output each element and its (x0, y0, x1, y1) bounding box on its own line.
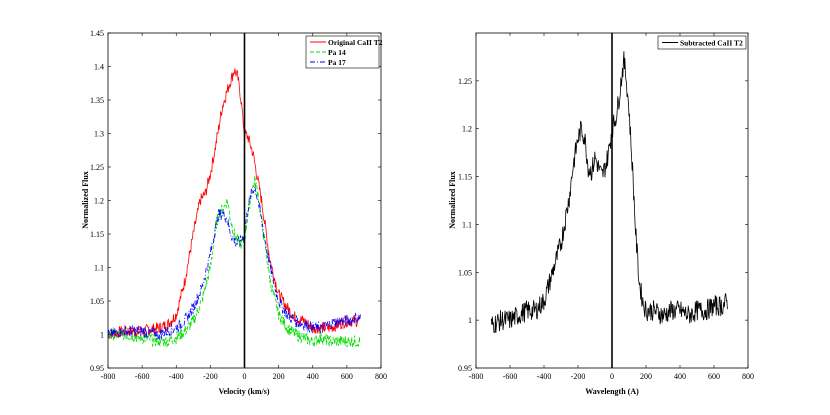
legend-label-pa17: Pa 17 (328, 58, 346, 67)
legend-label-pa14: Pa 14 (328, 48, 346, 57)
right-x-tick-label: -200 (571, 372, 586, 381)
right-y-tick-label: 1.1 (462, 220, 472, 229)
left-x-tick-label: 600 (341, 372, 353, 381)
right-x-tick-label: 0 (610, 372, 614, 381)
right-y-tick-label: 0.95 (458, 364, 472, 373)
right-x-tick-label: 600 (708, 372, 720, 381)
left-y-ticks: 0.95 1 1.05 1.1 1.15 1.2 1.25 1.3 1.35 1.4 1.45 (90, 29, 381, 373)
right-legend-box (657, 35, 747, 50)
right-x-axis-label: Wavelength (A) (585, 387, 639, 396)
right-x-tick-label: 200 (640, 372, 652, 381)
right-y-tick-label: 1.2 (462, 125, 472, 134)
left-y-tick-label: 0.95 (90, 364, 104, 373)
right-series-layer (490, 51, 728, 333)
left-y-tick-label: 1.05 (90, 297, 104, 306)
left-x-tick-label: -400 (169, 372, 184, 381)
right-y-tick-label: 1 (468, 316, 472, 325)
legend-label-original-caii: Original CaII T2 (328, 38, 383, 47)
right-x-tick-label: -400 (537, 372, 552, 381)
left-x-tick-label: -200 (203, 372, 218, 381)
right-y-axis-label: Normalized Flux (448, 171, 457, 229)
left-series-pa-17 (107, 185, 361, 340)
left-chart-panel: -800 -600 -400 -200 0 200 400 600 800 0.95 1 1.05 1… (81, 29, 387, 396)
left-x-tick-label: 800 (375, 372, 387, 381)
right-chart-panel: -800 -600 -400 -200 0 200 400 600 800 0.95 1 1.05 1… (448, 32, 754, 396)
right-legend: Subtracted CaII T2 (657, 35, 747, 50)
left-x-tick-label: -800 (101, 372, 116, 381)
left-x-axis-label: Velocity (km/s) (218, 387, 269, 396)
right-series-subtracted-caii-t2 (490, 51, 728, 333)
left-x-ticks: -800 -600 -400 -200 0 200 400 600 800 (101, 33, 387, 381)
left-y-tick-label: 1.35 (90, 96, 104, 105)
right-x-tick-label: -600 (503, 372, 518, 381)
left-x-tick-label: -600 (135, 372, 150, 381)
legend-label-subtracted-caii: Subtracted CaII T2 (680, 39, 743, 48)
left-series-layer (107, 68, 361, 348)
left-y-tick-label: 1.3 (94, 130, 104, 139)
right-x-tick-label: -800 (469, 372, 484, 381)
right-x-tick-label: 400 (674, 372, 686, 381)
right-y-ticks: 0.95 1 1.05 1.1 1.15 1.2 1.25 (458, 77, 748, 373)
left-series-pa-14 (107, 175, 361, 348)
right-y-tick-label: 1.25 (458, 77, 472, 86)
left-x-tick-label: 400 (307, 372, 319, 381)
left-y-tick-label: 1.15 (90, 230, 104, 239)
left-x-tick-label: 200 (273, 372, 285, 381)
right-x-tick-label: 800 (742, 372, 754, 381)
left-y-tick-label: 1.1 (94, 264, 104, 273)
left-x-tick-label: 0 (243, 372, 247, 381)
left-y-axis-label: Normalized Flux (81, 171, 90, 229)
left-legend: Original CaII T2 Pa 14 Pa 17 (305, 35, 383, 69)
left-y-tick-label: 1.2 (94, 197, 104, 206)
left-y-tick-label: 1.25 (90, 163, 104, 172)
right-x-ticks: -800 -600 -400 -200 0 200 400 600 800 (469, 33, 754, 381)
left-y-tick-label: 1 (100, 331, 104, 340)
right-y-tick-label: 1.15 (458, 173, 472, 182)
left-y-tick-label: 1.45 (90, 29, 104, 38)
left-y-tick-label: 1.4 (94, 63, 104, 72)
right-y-tick-label: 1.05 (458, 268, 472, 277)
